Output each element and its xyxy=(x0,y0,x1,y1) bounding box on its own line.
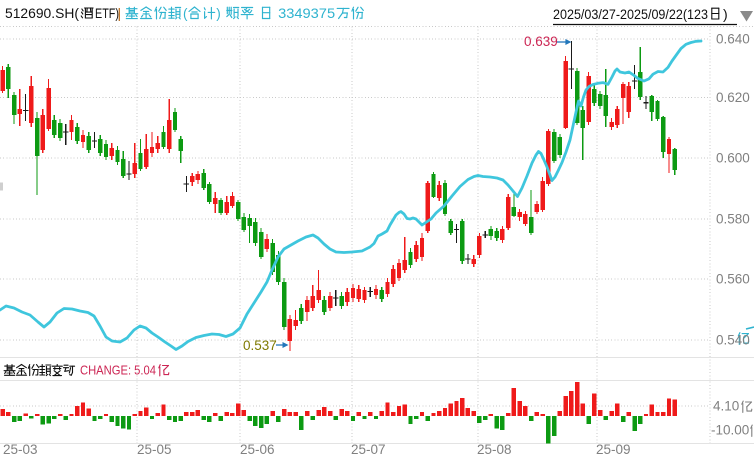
svg-text:3349375: 3349375 xyxy=(278,6,335,21)
svg-text:25-09: 25-09 xyxy=(596,442,631,457)
svg-text:CHANGE: 5.04: CHANGE: 5.04 xyxy=(80,363,156,378)
svg-text:25-03: 25-03 xyxy=(3,442,38,457)
svg-text:25-06: 25-06 xyxy=(240,442,275,457)
svg-text:2025/03/27-2025/09/22(123: 2025/03/27-2025/09/22(123 xyxy=(553,6,708,22)
svg-text:0.540: 0.540 xyxy=(716,333,750,348)
svg-text:(: ( xyxy=(183,6,188,21)
svg-text:|: | xyxy=(118,6,122,21)
svg-text:0.620: 0.620 xyxy=(716,90,750,105)
svg-text:): ) xyxy=(216,6,221,21)
svg-text:25-05: 25-05 xyxy=(137,442,172,457)
svg-text:0.639: 0.639 xyxy=(524,34,558,49)
svg-text:): ) xyxy=(723,6,728,22)
svg-text:ETF): ETF) xyxy=(95,6,119,21)
svg-text:0.640: 0.640 xyxy=(716,32,750,47)
svg-text:25-08: 25-08 xyxy=(477,442,512,457)
svg-text:0.580: 0.580 xyxy=(716,212,750,227)
svg-text:0.560: 0.560 xyxy=(716,272,750,287)
svg-text:512690.SH(: 512690.SH( xyxy=(5,6,80,21)
svg-text:-10.00: -10.00 xyxy=(711,423,749,438)
svg-text:0.537: 0.537 xyxy=(243,338,277,353)
svg-text:0.600: 0.600 xyxy=(716,151,750,166)
svg-text:4.10: 4.10 xyxy=(713,399,739,414)
svg-text:25-07: 25-07 xyxy=(351,442,386,457)
